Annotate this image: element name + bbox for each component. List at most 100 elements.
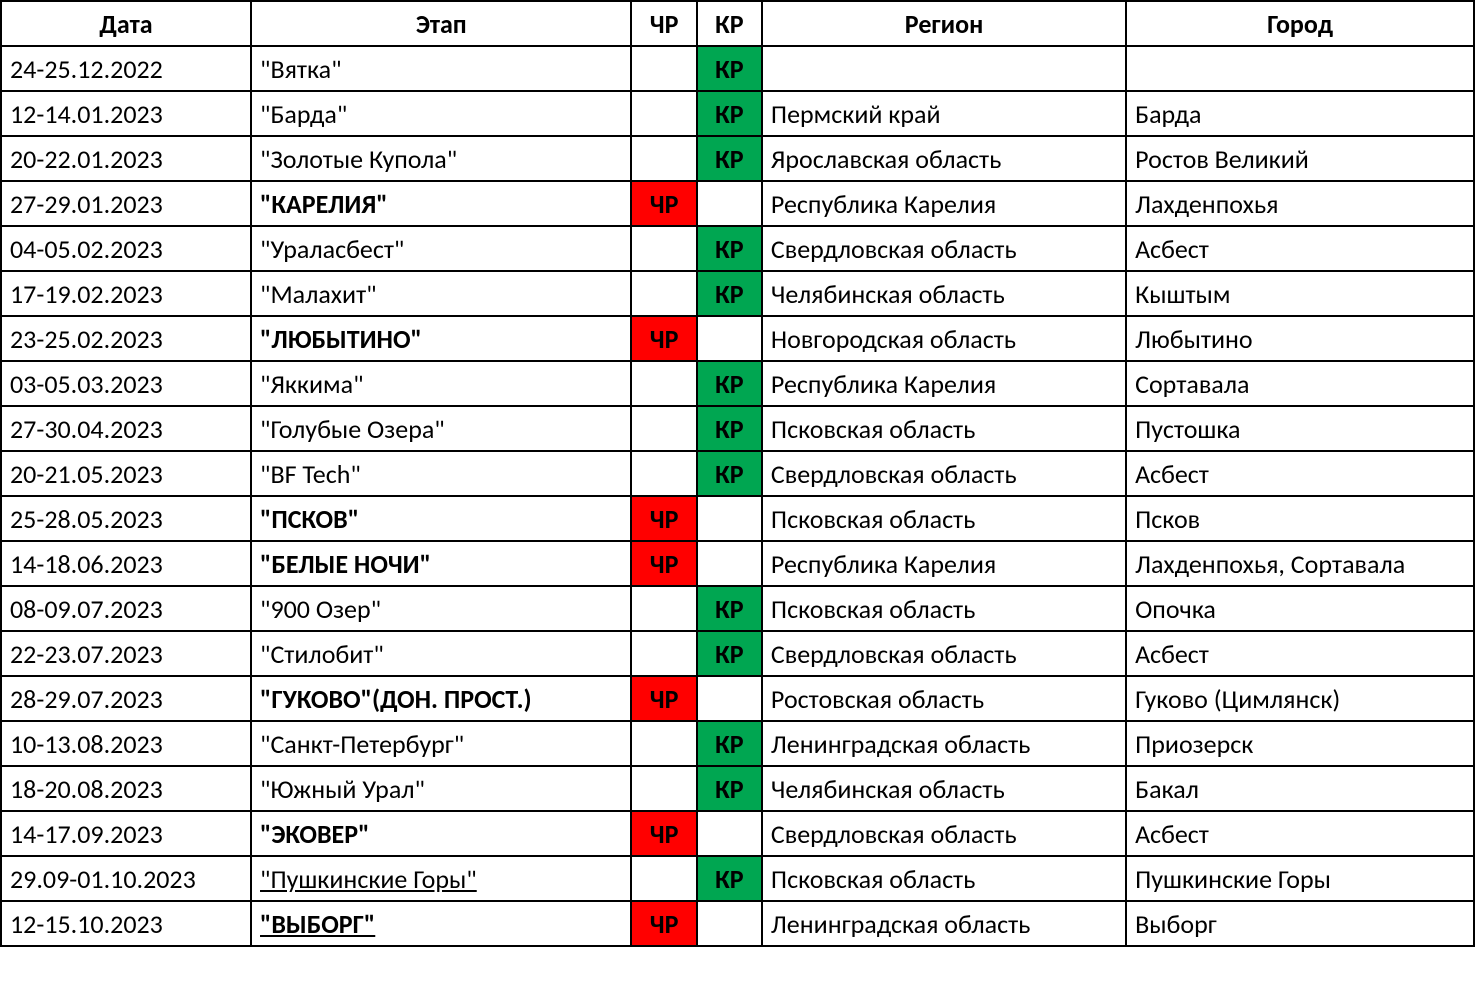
cell-chr bbox=[631, 856, 696, 901]
cell-region: Республика Карелия bbox=[762, 541, 1126, 586]
table-row: 28-29.07.2023"ГУКОВО"(ДОН. ПРОСТ.)ЧРРост… bbox=[1, 676, 1474, 721]
cell-chr bbox=[631, 136, 696, 181]
header-city: Город bbox=[1126, 1, 1474, 46]
table-row: 14-18.06.2023"БЕЛЫЕ НОЧИ"ЧР Республика Ка… bbox=[1, 541, 1474, 586]
cell-city: Асбест bbox=[1126, 226, 1474, 271]
cell-kr bbox=[697, 676, 762, 721]
cell-region: Челябинская область bbox=[762, 271, 1126, 316]
cell-chr: ЧР bbox=[631, 496, 696, 541]
cell-kr: КР bbox=[697, 856, 762, 901]
cell-city: Псков bbox=[1126, 496, 1474, 541]
cell-city: Любытино bbox=[1126, 316, 1474, 361]
table-row: 18-20.08.2023"Южный Урал"КРЧелябинская о… bbox=[1, 766, 1474, 811]
cell-chr: ЧР bbox=[631, 901, 696, 946]
cell-stage: "Ураласбест" bbox=[251, 226, 631, 271]
cell-kr bbox=[697, 496, 762, 541]
cell-stage: "Санкт-Петербург" bbox=[251, 721, 631, 766]
cell-chr: ЧР bbox=[631, 181, 696, 226]
cell-kr: КР bbox=[697, 136, 762, 181]
cell-kr: КР bbox=[697, 406, 762, 451]
cell-region: Псковская область bbox=[762, 406, 1126, 451]
table-row: 23-25.02.2023"ЛЮБЫТИНО"ЧРНовгородская об… bbox=[1, 316, 1474, 361]
cell-chr bbox=[631, 631, 696, 676]
cell-kr: КР bbox=[697, 361, 762, 406]
cell-city: Лахденпохья bbox=[1126, 181, 1474, 226]
cell-region: Республика Карелия bbox=[762, 181, 1126, 226]
cell-city: Опочка bbox=[1126, 586, 1474, 631]
cell-kr: КР bbox=[697, 631, 762, 676]
table-row: 22-23.07.2023"Стилобит"КРСвердловская об… bbox=[1, 631, 1474, 676]
cell-region: Ленинградская область bbox=[762, 721, 1126, 766]
cell-kr bbox=[697, 811, 762, 856]
table-row: 10-13.08.2023"Санкт-Петербург"КРЛенингра… bbox=[1, 721, 1474, 766]
cell-chr bbox=[631, 361, 696, 406]
cell-stage: "Барда" bbox=[251, 91, 631, 136]
cell-stage: "Южный Урал" bbox=[251, 766, 631, 811]
cell-city: Ростов Великий bbox=[1126, 136, 1474, 181]
cell-kr: КР bbox=[697, 766, 762, 811]
cell-chr bbox=[631, 46, 696, 91]
table-row: 17-19.02.2023"Малахит"КРЧелябинская обла… bbox=[1, 271, 1474, 316]
cell-date: 14-17.09.2023 bbox=[1, 811, 251, 856]
cell-city: Кыштым bbox=[1126, 271, 1474, 316]
cell-stage: "ПСКОВ" bbox=[251, 496, 631, 541]
cell-chr: ЧР bbox=[631, 541, 696, 586]
header-stage: Этап bbox=[251, 1, 631, 46]
cell-city: Пустошка bbox=[1126, 406, 1474, 451]
cell-region: Псковская область bbox=[762, 496, 1126, 541]
cell-date: 14-18.06.2023 bbox=[1, 541, 251, 586]
cell-stage: "Пушкинские Горы" bbox=[251, 856, 631, 901]
cell-region: Свердловская область bbox=[762, 631, 1126, 676]
cell-date: 18-20.08.2023 bbox=[1, 766, 251, 811]
cell-stage: "Яккима" bbox=[251, 361, 631, 406]
cell-date: 03-05.03.2023 bbox=[1, 361, 251, 406]
cell-stage: "Малахит" bbox=[251, 271, 631, 316]
cell-stage: "Стилобит" bbox=[251, 631, 631, 676]
cell-city: Выборг bbox=[1126, 901, 1474, 946]
table-row: 12-14.01.2023"Барда"КРПермский крайБарда bbox=[1, 91, 1474, 136]
cell-city: Лахденпохья, Сортавала bbox=[1126, 541, 1474, 586]
cell-stage: "ГУКОВО"(ДОН. ПРОСТ.) bbox=[251, 676, 631, 721]
cell-region: Ростовская область bbox=[762, 676, 1126, 721]
header-date: Дата bbox=[1, 1, 251, 46]
cell-city bbox=[1126, 46, 1474, 91]
cell-chr bbox=[631, 406, 696, 451]
cell-date: 27-30.04.2023 bbox=[1, 406, 251, 451]
table-row: 04-05.02.2023"Ураласбест"КРСвердловская … bbox=[1, 226, 1474, 271]
cell-city: Сортавала bbox=[1126, 361, 1474, 406]
cell-region: Новгородская область bbox=[762, 316, 1126, 361]
cell-kr bbox=[697, 316, 762, 361]
cell-stage: "БЕЛЫЕ НОЧИ" bbox=[251, 541, 631, 586]
cell-date: 12-15.10.2023 bbox=[1, 901, 251, 946]
table-row: 29.09-01.10.2023"Пушкинские Горы"КРПсков… bbox=[1, 856, 1474, 901]
cell-stage: "Голубые Озера" bbox=[251, 406, 631, 451]
cell-stage: "КАРЕЛИЯ" bbox=[251, 181, 631, 226]
cell-kr: КР bbox=[697, 271, 762, 316]
table-row: 27-30.04.2023"Голубые Озера" КРПсковская … bbox=[1, 406, 1474, 451]
cell-chr bbox=[631, 226, 696, 271]
cell-date: 25-28.05.2023 bbox=[1, 496, 251, 541]
cell-city: Асбест bbox=[1126, 631, 1474, 676]
table-body: 24-25.12.2022"Вятка"КР12-14.01.2023"Бард… bbox=[1, 46, 1474, 946]
cell-city: Барда bbox=[1126, 91, 1474, 136]
cell-date: 12-14.01.2023 bbox=[1, 91, 251, 136]
cell-kr: КР bbox=[697, 586, 762, 631]
cell-chr: ЧР bbox=[631, 811, 696, 856]
cell-date: 04-05.02.2023 bbox=[1, 226, 251, 271]
cell-region: Свердловская область bbox=[762, 451, 1126, 496]
cell-kr: КР bbox=[697, 46, 762, 91]
cell-stage: "Золотые Купола" bbox=[251, 136, 631, 181]
cell-kr: КР bbox=[697, 451, 762, 496]
cell-date: 27-29.01.2023 bbox=[1, 181, 251, 226]
cell-city: Бакал bbox=[1126, 766, 1474, 811]
schedule-table: Дата Этап ЧР КР Регион Город 24-25.12.20… bbox=[0, 0, 1475, 947]
cell-chr: ЧР bbox=[631, 316, 696, 361]
cell-stage: "900 Озер" bbox=[251, 586, 631, 631]
table-row: 14-17.09.2023"ЭКОВЕР"ЧР Свердловская обла… bbox=[1, 811, 1474, 856]
cell-stage: "ЭКОВЕР" bbox=[251, 811, 631, 856]
cell-region bbox=[762, 46, 1126, 91]
cell-region: Свердловская область bbox=[762, 811, 1126, 856]
cell-kr bbox=[697, 181, 762, 226]
cell-chr bbox=[631, 451, 696, 496]
cell-chr bbox=[631, 271, 696, 316]
